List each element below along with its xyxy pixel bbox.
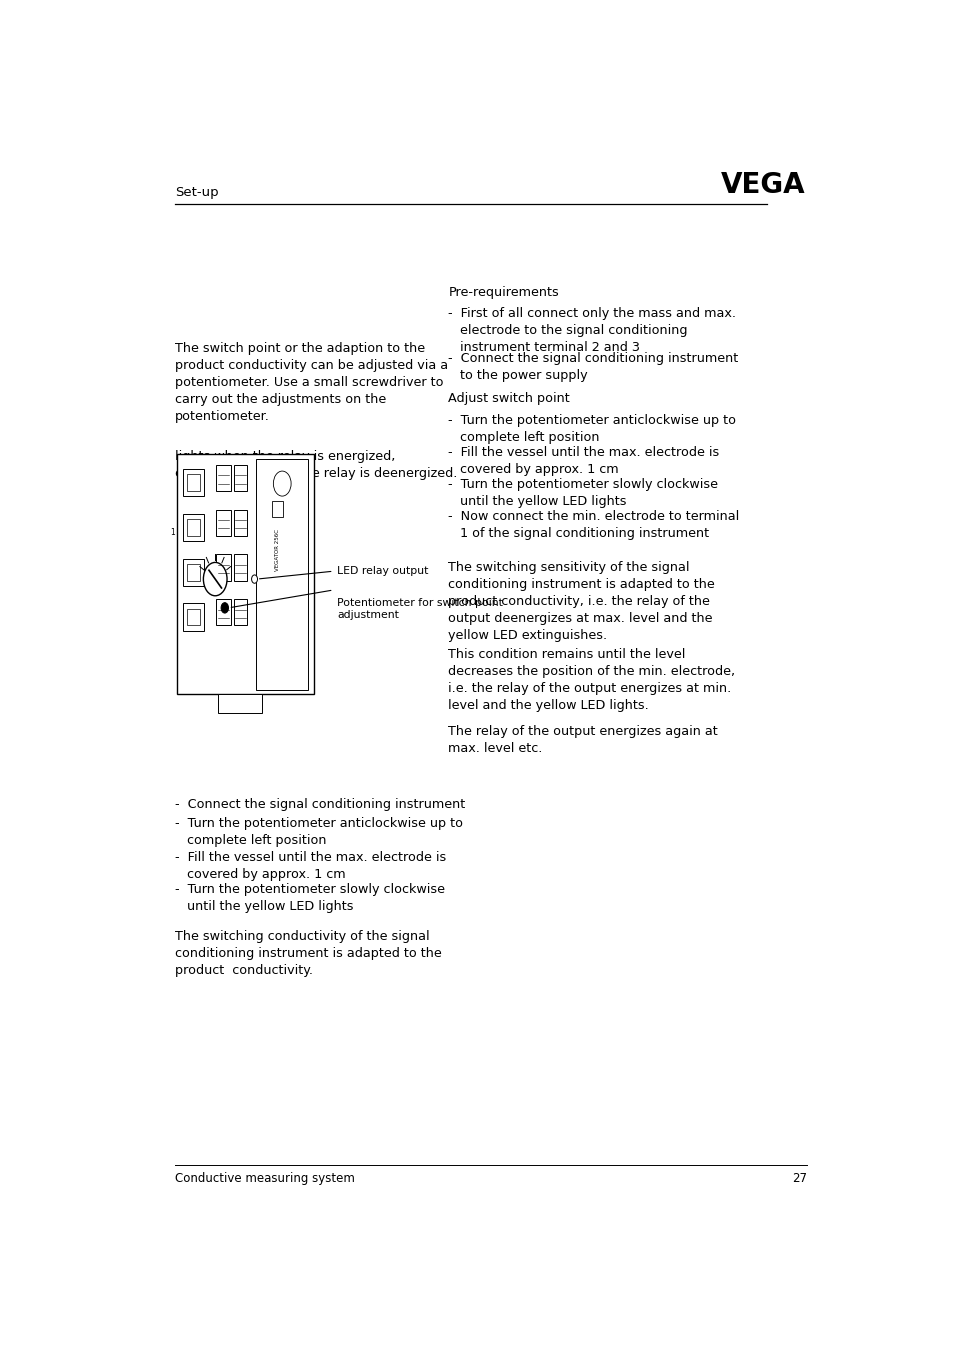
Bar (183, 468, 203, 496)
Circle shape (274, 471, 291, 496)
Bar (187, 563, 199, 581)
Text: The switch point or the adaption to the
product conductivity can be adjusted via: The switch point or the adaption to the … (174, 341, 447, 422)
Bar (216, 555, 231, 581)
Bar (176, 455, 314, 695)
Text: -  Turn the potentiometer anticlockwise up to
   complete left position: - Turn the potentiometer anticlockwise u… (174, 818, 462, 848)
Circle shape (252, 575, 257, 584)
Bar (217, 695, 262, 714)
Circle shape (203, 562, 227, 596)
Bar (233, 464, 247, 492)
Bar (183, 604, 203, 631)
Bar (216, 509, 231, 536)
Text: 27: 27 (791, 1171, 806, 1185)
Bar (216, 600, 231, 626)
Bar (233, 509, 247, 536)
Text: -  Fill the vessel until the max. electrode is
   covered by approx. 1 cm: - Fill the vessel until the max. electro… (174, 850, 445, 880)
Text: -  Turn the potentiometer anticlockwise up to
   complete left position: - Turn the potentiometer anticlockwise u… (448, 414, 736, 444)
Text: The switching conductivity of the signal
conditioning instrument is adapted to t: The switching conductivity of the signal… (174, 930, 441, 976)
Text: Set-up: Set-up (174, 185, 218, 199)
Bar (216, 464, 231, 492)
Text: Conductive measuring system: Conductive measuring system (174, 1171, 355, 1185)
Bar (183, 559, 203, 586)
Text: -  Now connect the min. electrode to terminal
   1 of the signal conditioning in: - Now connect the min. electrode to term… (448, 509, 739, 540)
Text: -  Turn the potentiometer slowly clockwise
   until the yellow LED lights: - Turn the potentiometer slowly clockwis… (174, 883, 444, 913)
Bar (187, 609, 199, 626)
Text: lights when the relay is energized,
extinguishes when the relay is deenergized.: lights when the relay is energized, exti… (174, 451, 456, 481)
Text: Potentiometer for switch point
adjustment: Potentiometer for switch point adjustmen… (337, 598, 502, 620)
Text: -  First of all connect only the mass and max.
   electrode to the signal condit: - First of all connect only the mass and… (448, 307, 736, 355)
Bar (272, 501, 283, 517)
Bar (183, 513, 203, 542)
Text: -  Connect the signal conditioning instrument: - Connect the signal conditioning instru… (174, 799, 464, 811)
Text: 1: 1 (170, 528, 174, 538)
Text: Adjust switch point: Adjust switch point (448, 391, 569, 405)
Bar (233, 555, 247, 581)
Text: VEGA: VEGA (720, 171, 804, 199)
Bar (187, 474, 199, 492)
Text: The switching sensitivity of the signal
conditioning instrument is adapted to th: The switching sensitivity of the signal … (448, 561, 714, 642)
Text: -  Fill the vessel until the max. electrode is
   covered by approx. 1 cm: - Fill the vessel until the max. electro… (448, 445, 719, 477)
Bar (187, 519, 199, 536)
Text: The relay of the output energizes again at
max. level etc.: The relay of the output energizes again … (448, 726, 718, 756)
Text: This condition remains until the level
decreases the position of the min. electr: This condition remains until the level d… (448, 649, 735, 712)
Text: LED relay output: LED relay output (337, 566, 428, 577)
Circle shape (221, 603, 229, 613)
Text: Pre-requirements: Pre-requirements (448, 286, 558, 298)
Text: -  Connect the signal conditioning instrument
   to the power supply: - Connect the signal conditioning instru… (448, 352, 738, 382)
Bar (256, 459, 308, 691)
Text: VEGATOR 256C: VEGATOR 256C (274, 529, 279, 571)
Bar (233, 600, 247, 626)
Text: -  Turn the potentiometer slowly clockwise
   until the yellow LED lights: - Turn the potentiometer slowly clockwis… (448, 478, 718, 508)
